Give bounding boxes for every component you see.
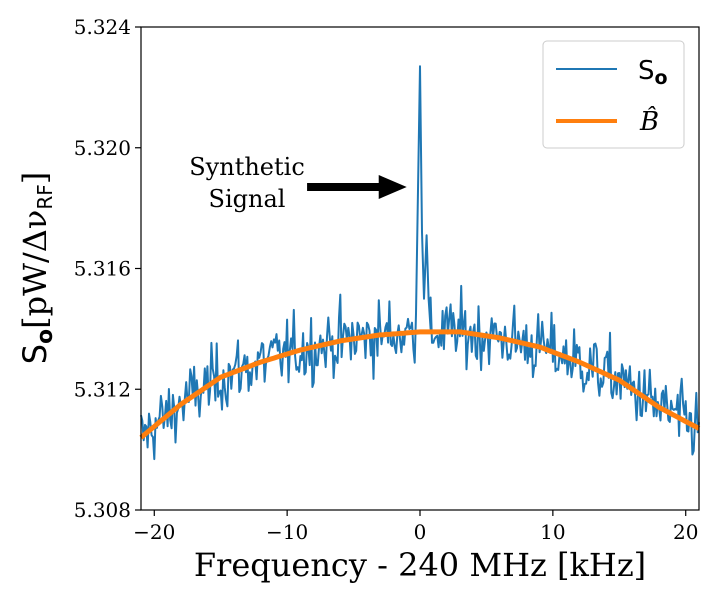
x-tick-label: −20 — [133, 520, 175, 544]
y-tick-label: 5.308 — [74, 498, 131, 522]
y-tick-label: 5.324 — [74, 15, 131, 39]
y-tick-label: 5.312 — [74, 377, 131, 401]
legend-box — [542, 40, 685, 149]
annotation-arrow-head — [378, 174, 407, 199]
annotation-line2: Signal — [209, 185, 286, 213]
x-tick-label: 0 — [414, 520, 427, 544]
series-line-bhat — [139, 329, 701, 440]
legend-label-bhat: B̂ — [639, 106, 659, 137]
series-line-so — [140, 65, 700, 461]
y-tick-label: 5.316 — [74, 257, 131, 281]
legend: So B̂ — [542, 40, 685, 149]
y-axis-label: So[pW/ΔνRF] — [16, 172, 58, 365]
annotation: Synthetic Signal — [189, 153, 407, 213]
annotation-line1: Synthetic — [189, 153, 305, 181]
x-axis-label: Frequency - 240 MHz [kHz] — [194, 546, 646, 584]
x-tick-label: 20 — [673, 520, 698, 544]
y-tick-label: 5.320 — [74, 136, 131, 160]
legend-label-so: So — [638, 56, 668, 89]
series-layer — [139, 65, 701, 461]
x-tick-label: −10 — [266, 520, 308, 544]
x-tick-label: 10 — [540, 520, 565, 544]
